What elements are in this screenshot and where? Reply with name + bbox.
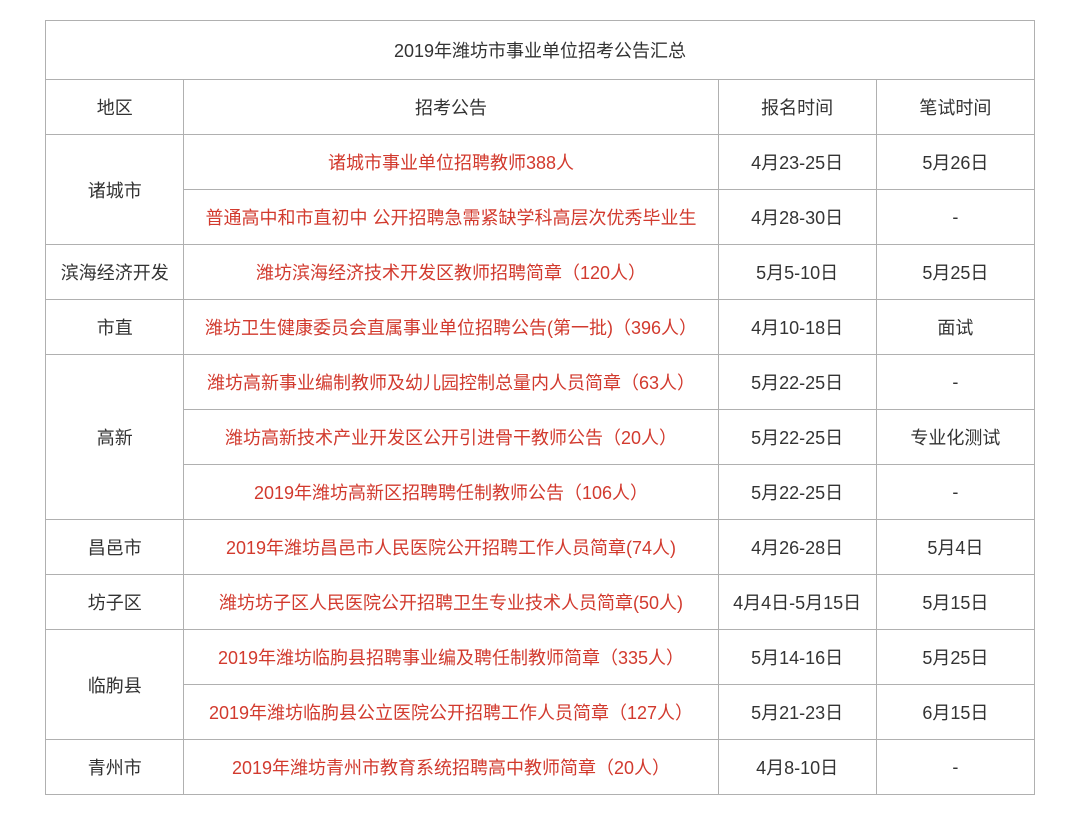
announcement-cell[interactable]: 2019年潍坊青州市教育系统招聘高中教师简章（20人） bbox=[184, 740, 718, 795]
table-row: 青州市2019年潍坊青州市教育系统招聘高中教师简章（20人）4月8-10日- bbox=[46, 740, 1035, 795]
exam-cell: 面试 bbox=[876, 300, 1034, 355]
announcement-cell[interactable]: 潍坊坊子区人民医院公开招聘卫生专业技术人员简章(50人) bbox=[184, 575, 718, 630]
header-region: 地区 bbox=[46, 80, 184, 135]
exam-cell: - bbox=[876, 465, 1034, 520]
exam-cell: 5月25日 bbox=[876, 245, 1034, 300]
exam-cell: 5月4日 bbox=[876, 520, 1034, 575]
announcement-cell[interactable]: 普通高中和市直初中 公开招聘急需紧缺学科高层次优秀毕业生 bbox=[184, 190, 718, 245]
exam-cell: - bbox=[876, 355, 1034, 410]
signup-cell: 4月4日-5月15日 bbox=[718, 575, 876, 630]
exam-cell: 6月15日 bbox=[876, 685, 1034, 740]
table-row: 潍坊高新技术产业开发区公开引进骨干教师公告（20人）5月22-25日专业化测试 bbox=[46, 410, 1035, 465]
region-cell: 坊子区 bbox=[46, 575, 184, 630]
announcement-cell[interactable]: 2019年潍坊昌邑市人民医院公开招聘工作人员简章(74人) bbox=[184, 520, 718, 575]
announcement-cell[interactable]: 诸城市事业单位招聘教师388人 bbox=[184, 135, 718, 190]
announcement-cell[interactable]: 潍坊滨海经济技术开发区教师招聘简章（120人） bbox=[184, 245, 718, 300]
signup-cell: 4月10-18日 bbox=[718, 300, 876, 355]
signup-cell: 5月14-16日 bbox=[718, 630, 876, 685]
region-cell: 昌邑市 bbox=[46, 520, 184, 575]
table-row: 2019年潍坊高新区招聘聘任制教师公告（106人）5月22-25日- bbox=[46, 465, 1035, 520]
announcement-cell[interactable]: 2019年潍坊临朐县招聘事业编及聘任制教师简章（335人） bbox=[184, 630, 718, 685]
region-cell: 高新 bbox=[46, 355, 184, 520]
table-row: 市直潍坊卫生健康委员会直属事业单位招聘公告(第一批)（396人）4月10-18日… bbox=[46, 300, 1035, 355]
region-cell: 青州市 bbox=[46, 740, 184, 795]
region-cell: 诸城市 bbox=[46, 135, 184, 245]
announcement-cell[interactable]: 2019年潍坊高新区招聘聘任制教师公告（106人） bbox=[184, 465, 718, 520]
table-row: 临朐县2019年潍坊临朐县招聘事业编及聘任制教师简章（335人）5月14-16日… bbox=[46, 630, 1035, 685]
region-cell: 市直 bbox=[46, 300, 184, 355]
table-row: 诸城市诸城市事业单位招聘教师388人4月23-25日5月26日 bbox=[46, 135, 1035, 190]
table-row: 昌邑市2019年潍坊昌邑市人民医院公开招聘工作人员简章(74人)4月26-28日… bbox=[46, 520, 1035, 575]
signup-cell: 5月5-10日 bbox=[718, 245, 876, 300]
signup-cell: 5月22-25日 bbox=[718, 465, 876, 520]
signup-cell: 4月28-30日 bbox=[718, 190, 876, 245]
header-announcement: 招考公告 bbox=[184, 80, 718, 135]
table-title: 2019年潍坊市事业单位招考公告汇总 bbox=[46, 21, 1035, 80]
exam-cell: - bbox=[876, 190, 1034, 245]
announcement-cell[interactable]: 潍坊高新事业编制教师及幼儿园控制总量内人员简章（63人） bbox=[184, 355, 718, 410]
exam-cell: - bbox=[876, 740, 1034, 795]
table-header-row: 地区 招考公告 报名时间 笔试时间 bbox=[46, 80, 1035, 135]
table-row: 普通高中和市直初中 公开招聘急需紧缺学科高层次优秀毕业生4月28-30日- bbox=[46, 190, 1035, 245]
announcement-cell[interactable]: 潍坊卫生健康委员会直属事业单位招聘公告(第一批)（396人） bbox=[184, 300, 718, 355]
header-exam: 笔试时间 bbox=[876, 80, 1034, 135]
exam-cell: 5月25日 bbox=[876, 630, 1034, 685]
table-row: 坊子区潍坊坊子区人民医院公开招聘卫生专业技术人员简章(50人)4月4日-5月15… bbox=[46, 575, 1035, 630]
header-signup: 报名时间 bbox=[718, 80, 876, 135]
table-row: 2019年潍坊临朐县公立医院公开招聘工作人员简章（127人）5月21-23日6月… bbox=[46, 685, 1035, 740]
signup-cell: 5月21-23日 bbox=[718, 685, 876, 740]
table-row: 滨海经济开发潍坊滨海经济技术开发区教师招聘简章（120人）5月5-10日5月25… bbox=[46, 245, 1035, 300]
region-cell: 滨海经济开发 bbox=[46, 245, 184, 300]
announcement-cell[interactable]: 2019年潍坊临朐县公立医院公开招聘工作人员简章（127人） bbox=[184, 685, 718, 740]
table-row: 高新潍坊高新事业编制教师及幼儿园控制总量内人员简章（63人）5月22-25日- bbox=[46, 355, 1035, 410]
exam-cell: 5月15日 bbox=[876, 575, 1034, 630]
signup-cell: 4月23-25日 bbox=[718, 135, 876, 190]
exam-cell: 专业化测试 bbox=[876, 410, 1034, 465]
signup-cell: 5月22-25日 bbox=[718, 410, 876, 465]
recruitment-table: 2019年潍坊市事业单位招考公告汇总 地区 招考公告 报名时间 笔试时间 诸城市… bbox=[45, 20, 1035, 795]
signup-cell: 4月8-10日 bbox=[718, 740, 876, 795]
signup-cell: 5月22-25日 bbox=[718, 355, 876, 410]
exam-cell: 5月26日 bbox=[876, 135, 1034, 190]
table-title-row: 2019年潍坊市事业单位招考公告汇总 bbox=[46, 21, 1035, 80]
announcement-cell[interactable]: 潍坊高新技术产业开发区公开引进骨干教师公告（20人） bbox=[184, 410, 718, 465]
region-cell: 临朐县 bbox=[46, 630, 184, 740]
table-body: 诸城市诸城市事业单位招聘教师388人4月23-25日5月26日普通高中和市直初中… bbox=[46, 135, 1035, 795]
signup-cell: 4月26-28日 bbox=[718, 520, 876, 575]
